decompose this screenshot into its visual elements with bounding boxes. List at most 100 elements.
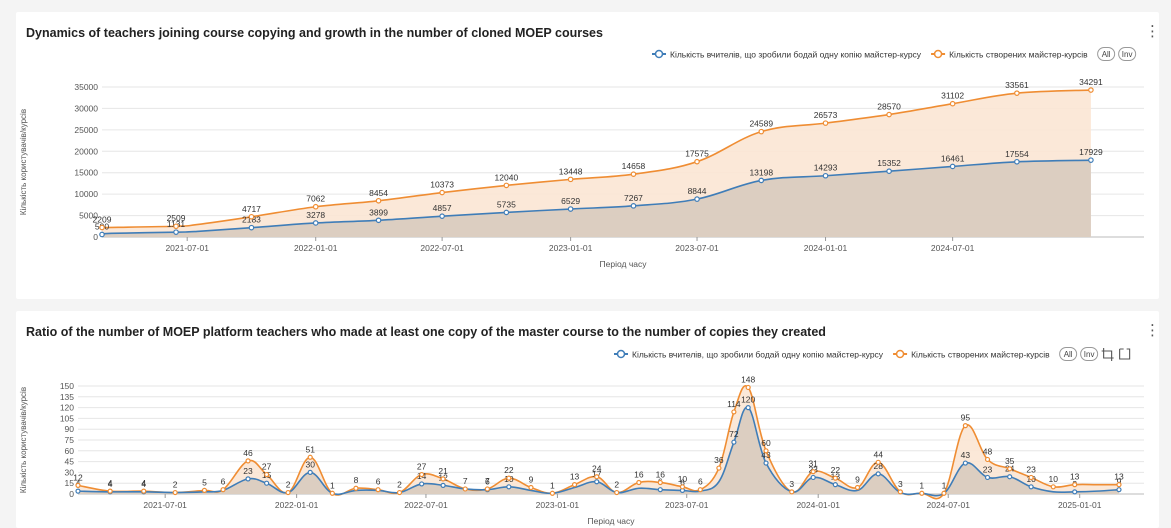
data-label: 10 (678, 474, 688, 484)
data-label: 8454 (369, 188, 388, 198)
data-label: 13448 (559, 166, 583, 176)
data-point (657, 487, 663, 493)
data-label: 1 (942, 480, 947, 490)
data-point (875, 471, 881, 477)
data-point (99, 224, 105, 231)
data-label: 9 (529, 475, 534, 485)
data-point (285, 489, 291, 496)
data-label: 13 (1114, 472, 1124, 482)
data-point (419, 471, 425, 478)
legend-inv-button[interactable] (1118, 47, 1137, 61)
legend-swatch-marker (616, 349, 626, 359)
data-point (141, 488, 147, 494)
chart-card-growth: Dynamics of teachers joining course copy… (16, 12, 1160, 299)
data-point (886, 168, 892, 175)
data-point (1007, 474, 1013, 480)
data-point (528, 484, 534, 491)
data-point (440, 482, 446, 488)
y-tick-label: 105 (60, 413, 74, 423)
data-label: 7 (463, 476, 468, 486)
y-axis-title: Кількість користувачів/курсів (19, 387, 28, 493)
data-point (694, 158, 700, 165)
data-label: 2 (173, 480, 178, 490)
data-point (201, 487, 208, 493)
data-label: 3 (789, 479, 794, 489)
data-label: 12 (73, 472, 83, 482)
data-label: 24 (592, 464, 602, 474)
data-point (567, 206, 574, 212)
y-tick-label: 75 (65, 435, 75, 445)
data-label: 51 (305, 444, 315, 454)
data-label: 10 (1049, 474, 1059, 484)
data-label: 22 (831, 465, 841, 475)
data-label: 43 (761, 450, 771, 460)
data-label: 4 (108, 479, 113, 489)
legend-swatch-marker (933, 49, 943, 59)
data-label: 28570 (877, 102, 901, 112)
data-label: 114 (727, 399, 741, 409)
data-label: 3 (898, 479, 903, 489)
data-label: 7267 (624, 193, 643, 203)
data-label: 1 (919, 480, 924, 490)
y-tick-label: 10000 (74, 189, 98, 199)
data-point (614, 489, 620, 496)
data-label: 13198 (749, 167, 773, 177)
data-point (440, 476, 446, 482)
data-label: 2 (286, 480, 291, 490)
data-label: 9 (1117, 477, 1122, 487)
data-label: 8844 (688, 186, 707, 196)
data-label: 7 (485, 476, 490, 486)
data-label: 31 (808, 459, 818, 469)
y-tick-label: 60 (65, 446, 75, 456)
data-point (375, 487, 381, 493)
legend-all-button[interactable] (1097, 47, 1116, 61)
legend-inv-button[interactable] (1080, 347, 1099, 361)
y-tick-label: 90 (65, 424, 75, 434)
data-point (173, 229, 179, 235)
chart-title-growth: Dynamics of teachers joining course copy… (26, 26, 603, 40)
data-label: 4 (141, 479, 146, 489)
legend-all-button[interactable] (1059, 347, 1078, 361)
chart-growth-svg: 0 5000 10000 15000 20000 25000 30000 35000 2021-… (19, 47, 1144, 269)
data-label: 120 (741, 395, 755, 405)
data-point (697, 487, 703, 493)
restore-icon-path (1119, 348, 1131, 360)
y-axis-title: Кількість користувачів/курсів (19, 109, 28, 215)
data-point (75, 482, 81, 488)
data-point (375, 197, 382, 204)
y-tick-label: 15 (65, 478, 75, 488)
data-point (1116, 487, 1122, 493)
x-axis-title: Період часу (600, 259, 648, 269)
data-point (245, 476, 251, 482)
data-point (567, 176, 574, 183)
x-tick-label: 2022-07-01 (404, 500, 448, 510)
series-area (102, 160, 1091, 237)
y-tick-label: 0 (69, 489, 74, 499)
x-axis-title: Період часу (588, 516, 636, 526)
data-label: 13 (1070, 472, 1080, 482)
data-point (312, 203, 319, 210)
data-point (886, 111, 892, 118)
crop-icon[interactable] (1101, 348, 1114, 361)
data-point (630, 171, 637, 177)
data-point (329, 490, 335, 496)
data-label: 60 (761, 438, 771, 448)
y-tick-label: 5000 (79, 211, 98, 221)
data-label: 17554 (1005, 149, 1029, 159)
data-label: 23 (983, 464, 993, 474)
data-point (897, 489, 903, 495)
data-label: 95 (961, 413, 971, 423)
data-point (307, 469, 313, 475)
data-label: 22 (504, 465, 514, 475)
x-tick-label: 2023-07-01 (675, 243, 719, 253)
data-label: 16 (656, 469, 666, 479)
data-label: 12040 (495, 172, 519, 182)
legend-item-label: Кількість створених майстер-курсів (949, 50, 1088, 60)
data-point (1014, 158, 1020, 165)
x-tick-label: 2022-01-01 (275, 500, 319, 510)
restore-icon[interactable] (1119, 348, 1131, 360)
data-label: 2509 (167, 213, 186, 223)
x-tick-label: 2023-07-01 (665, 500, 709, 510)
legend-swatch-marker (654, 49, 664, 59)
